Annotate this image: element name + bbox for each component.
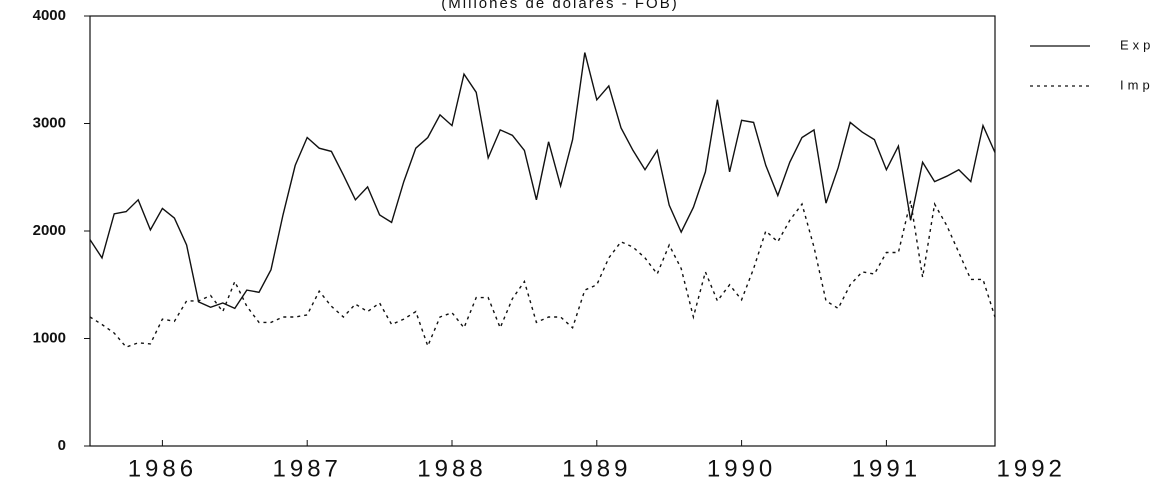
x-tick-label: 1986 [128,455,197,482]
chart-subtitle: (Millones de dolares - FOB) [441,0,678,12]
x-tick-label: 1989 [562,455,631,482]
y-tick-label: 2000 [33,222,66,239]
x-tick-label: 1988 [417,455,486,482]
y-tick-label: 0 [58,437,66,454]
y-tick-label: 1000 [33,329,66,346]
legend-label: Imp [1120,77,1154,92]
x-tick-label: 1987 [273,455,342,482]
x-tick-label: 1991 [852,455,921,482]
y-tick-label: 4000 [33,7,66,24]
series-line [89,52,996,310]
series-line [89,200,996,348]
plot-frame [89,15,996,447]
y-tick-label: 3000 [33,114,66,131]
x-tick-label: 1990 [707,455,776,482]
legend-label: Exp [1120,37,1154,52]
x-tick-label: 1992 [997,455,1066,482]
